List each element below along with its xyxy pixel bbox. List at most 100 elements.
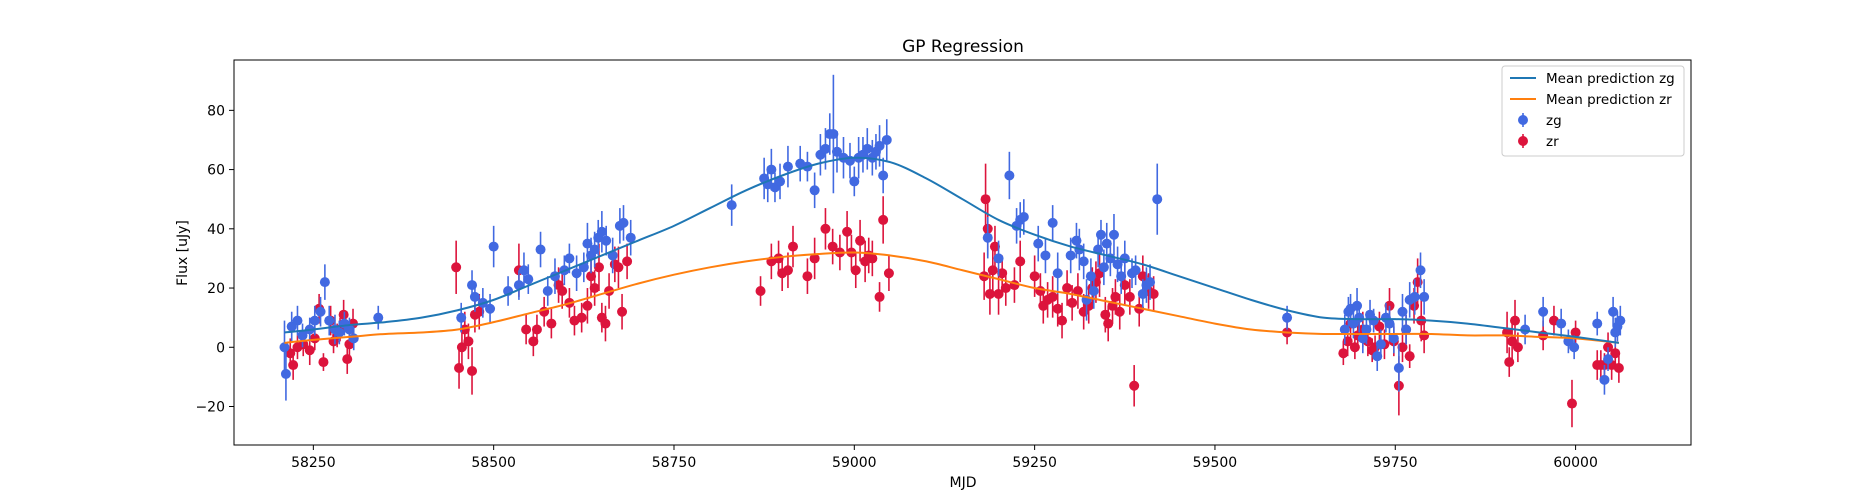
zg-marker (1112, 259, 1123, 270)
zg-marker (1615, 315, 1626, 326)
zg-point (849, 166, 860, 197)
zg-point (488, 225, 499, 268)
zr-marker (1129, 380, 1140, 391)
zg-point (857, 137, 868, 173)
zg-point (456, 302, 467, 333)
zg-point (1152, 163, 1163, 235)
zg-marker (596, 226, 607, 237)
zr-marker (850, 265, 861, 276)
zg-point (315, 296, 326, 327)
legend-label: Mean prediction zr (1546, 92, 1672, 108)
zg-point (1088, 273, 1099, 309)
zg-point (1116, 258, 1127, 294)
zg-marker (828, 129, 839, 140)
zg-point (1095, 219, 1106, 250)
legend-box (1501, 65, 1685, 157)
zr-point (1000, 270, 1011, 306)
zr-marker (617, 306, 628, 317)
mean-prediction-lines (284, 156, 1620, 344)
zr-point (288, 350, 299, 380)
zr-point (987, 249, 998, 291)
zg-marker (1569, 342, 1580, 353)
zg-point (881, 119, 892, 161)
zg-marker (292, 315, 303, 326)
zg-marker (280, 368, 291, 379)
zg-point (766, 148, 777, 191)
legend: Mean prediction zg Mean prediction zr zg zr (1501, 65, 1685, 157)
zr-marker (589, 283, 600, 294)
zg-marker (601, 235, 612, 246)
zr-point (1512, 332, 1523, 363)
zg-marker (1018, 211, 1029, 222)
zg-marker (1130, 265, 1141, 276)
zr-marker (1119, 280, 1130, 291)
zr-point (850, 252, 861, 289)
zg-point (601, 225, 612, 256)
zr-marker (557, 286, 568, 296)
zg-marker (874, 140, 885, 151)
zg-marker (1388, 333, 1399, 344)
zg-marker (1599, 374, 1610, 385)
x-tick-label: 58500 (471, 455, 516, 471)
zr-point (1404, 344, 1415, 368)
zr-marker (1419, 330, 1430, 341)
zg-marker (485, 303, 496, 314)
x-tick-label: 59750 (1373, 455, 1418, 471)
zg-marker (1078, 256, 1089, 267)
zr-marker (1404, 351, 1415, 362)
zg-point (297, 323, 308, 348)
zr-marker (993, 288, 1004, 299)
zg-point (1145, 264, 1156, 300)
zg-marker (582, 238, 593, 249)
zr-marker (1110, 291, 1121, 302)
zg-point (324, 305, 335, 336)
zr-point (883, 255, 894, 291)
zg-marker (535, 244, 546, 255)
zr-point (613, 246, 624, 289)
zg-point (1047, 205, 1058, 241)
zr-marker (809, 253, 820, 264)
x-tick-label: 59500 (1193, 455, 1238, 471)
zg-point (1004, 151, 1015, 200)
zg-point (1388, 323, 1399, 354)
zg-marker (1101, 238, 1112, 249)
zr-marker (1613, 363, 1624, 373)
zg-marker (348, 333, 359, 344)
zg-point (878, 157, 889, 194)
zr-point (589, 270, 600, 306)
zr-marker (1610, 348, 1621, 359)
zg-marker (571, 268, 582, 279)
zr-point (878, 196, 889, 244)
zr-point (1057, 302, 1068, 339)
zr-marker (1062, 283, 1073, 294)
zg-marker (344, 324, 355, 335)
zg-marker (862, 143, 873, 154)
y-tick-label: 40 (207, 222, 225, 238)
zr-marker (1072, 286, 1083, 296)
zg-marker (726, 200, 737, 211)
zr-marker (878, 214, 889, 225)
zg-marker (1357, 333, 1368, 344)
y-axis: −20 0 20 40 60 80 (195, 103, 234, 416)
zg-marker (1065, 250, 1076, 261)
zg-point (862, 128, 873, 170)
zr-marker (855, 235, 866, 246)
zg-marker (1088, 286, 1099, 296)
zr-marker (984, 288, 995, 299)
zr-point (1114, 293, 1125, 330)
zg-marker (1354, 312, 1365, 323)
zr-marker (1114, 306, 1125, 317)
zr-point (842, 211, 853, 253)
zg-marker (1033, 238, 1044, 249)
zg-marker (373, 312, 384, 323)
zg-point (1409, 279, 1420, 315)
zr-point (802, 258, 813, 294)
zg-marker (324, 315, 335, 326)
zr-marker (582, 300, 593, 311)
zr-marker (593, 262, 604, 273)
chart-title: GP Regression (902, 37, 1024, 57)
zg-marker (1004, 170, 1015, 181)
zg-marker (993, 253, 1004, 264)
legend-item: Mean prediction zr (1510, 92, 1672, 108)
